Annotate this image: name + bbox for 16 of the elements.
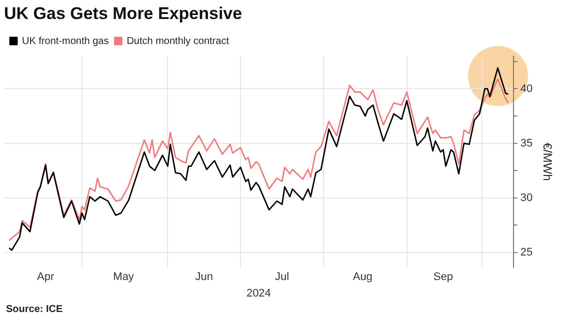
x-tick-label: Apr [37, 271, 54, 284]
y-tick-label: 40 [520, 82, 533, 95]
x-tick-label: May [113, 271, 134, 284]
chart-title: UK Gas Gets More Expensive [3, 3, 244, 25]
x-axis-title: 2024 [246, 287, 271, 300]
y-tick-label: 30 [520, 192, 533, 204]
x-tick-label: Aug [352, 271, 372, 284]
x-tick-label: Sep [433, 271, 453, 284]
y-tick-label: 25 [520, 246, 533, 258]
source-note: Source: ICE [5, 303, 64, 315]
legend-label: Dutch monthly contract [126, 36, 230, 47]
legend-label: UK front-month gas [22, 36, 109, 47]
y-tick-label: 35 [520, 137, 533, 150]
y-axis-title: €/MWh [540, 142, 554, 181]
x-tick-label: Jul [275, 271, 290, 284]
x-tick-label: Jun [195, 271, 213, 284]
